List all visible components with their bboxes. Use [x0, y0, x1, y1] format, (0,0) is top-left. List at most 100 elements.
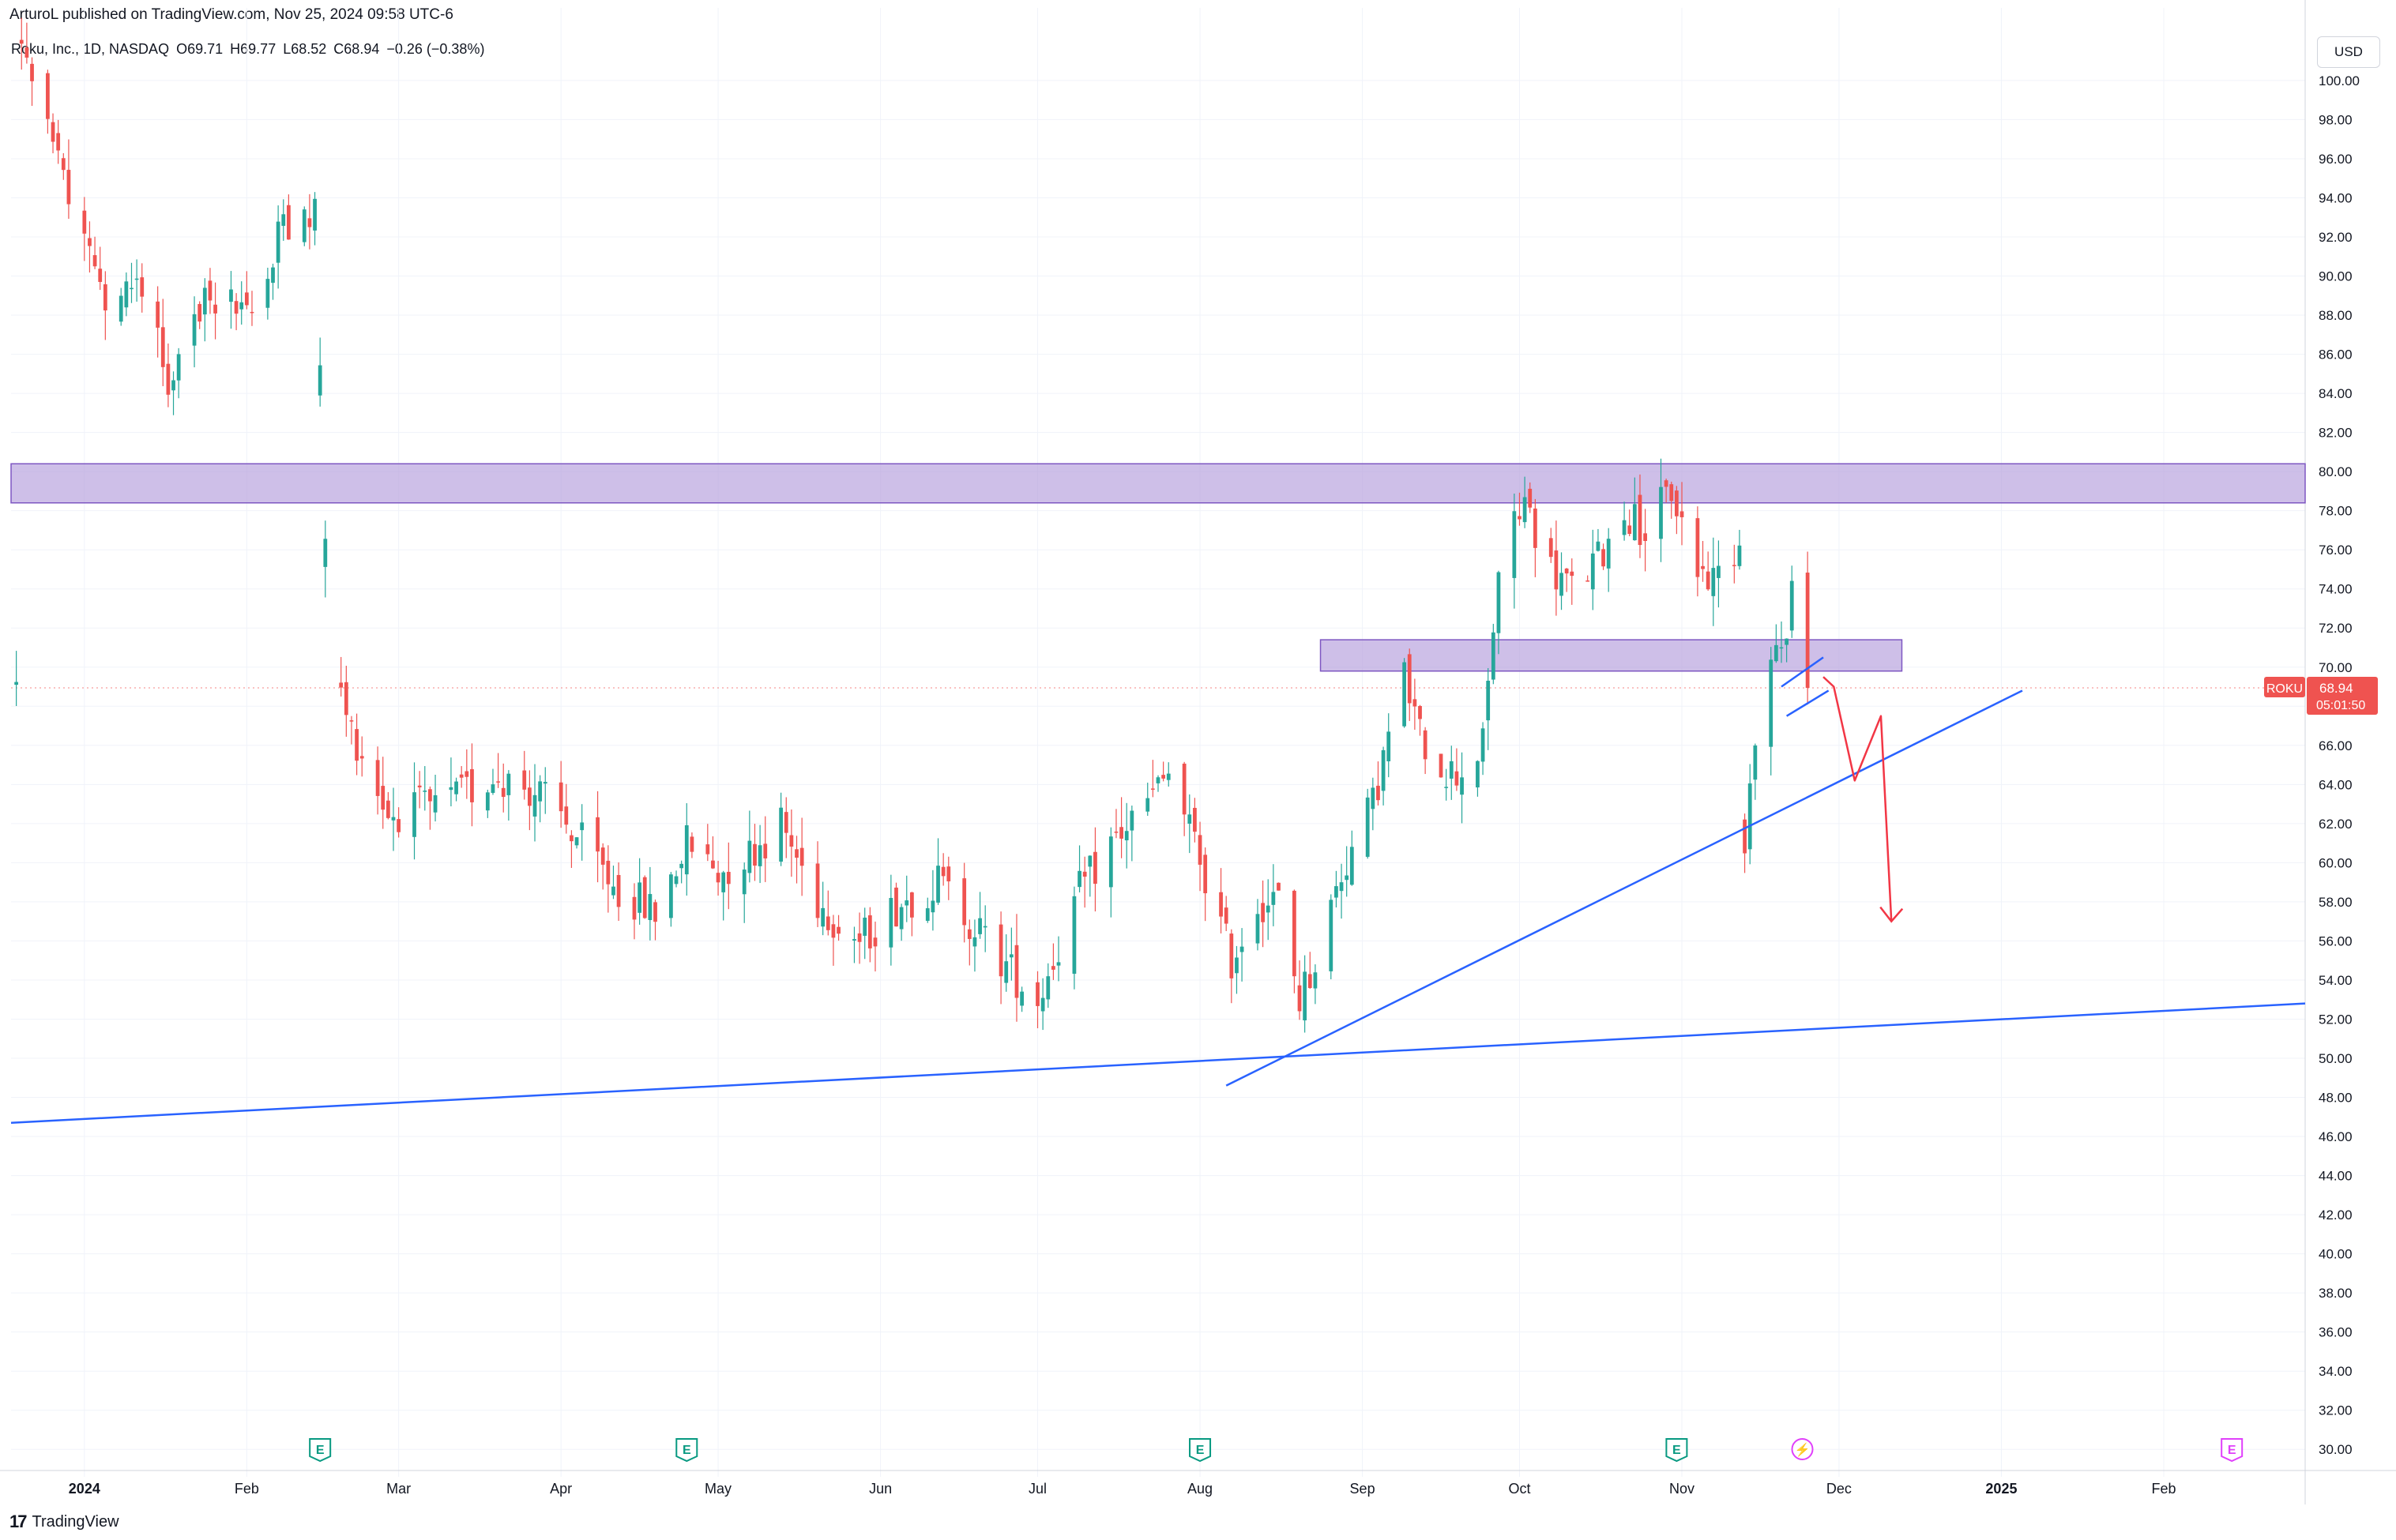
candle — [386, 792, 390, 820]
dividend-split-marker[interactable]: ⚡ — [1791, 1438, 1814, 1460]
candle — [307, 193, 312, 250]
candle — [1627, 509, 1632, 537]
price-tick-label: 86.00 — [2319, 347, 2353, 362]
candle-body — [1145, 798, 1150, 812]
earnings-marker[interactable]: E — [675, 1438, 698, 1463]
close-value: C68.94 — [333, 41, 380, 57]
candle-body — [1407, 654, 1412, 704]
candle-body — [616, 874, 621, 907]
candle — [140, 263, 145, 313]
time-tick-label: Nov — [1669, 1481, 1695, 1497]
candle — [789, 809, 794, 877]
candle-body — [972, 937, 977, 947]
earnings-icon — [309, 1438, 332, 1463]
candle-body — [574, 837, 579, 846]
candle-body — [1303, 971, 1307, 1021]
candle-body — [905, 900, 909, 906]
price-tick-label: 90.00 — [2319, 269, 2353, 284]
open-value: O69.71 — [176, 41, 224, 57]
price-tick-label: 72.00 — [2319, 621, 2353, 636]
candle — [726, 842, 731, 910]
candle — [1528, 482, 1533, 513]
candle — [1601, 543, 1605, 570]
candle-body — [56, 133, 61, 151]
price-tick-label: 38.00 — [2319, 1286, 2353, 1301]
candle — [92, 236, 97, 269]
candle-body — [852, 939, 856, 941]
candle-body — [946, 866, 951, 882]
candle-body — [1444, 787, 1449, 788]
candle-body — [355, 729, 359, 761]
candle-body — [742, 870, 747, 895]
candle-body — [1789, 580, 1794, 631]
candle — [506, 770, 511, 821]
candle — [559, 761, 563, 828]
candle-body — [638, 882, 642, 913]
price-tick-label: 42.00 — [2319, 1208, 2353, 1223]
candle-body — [1345, 875, 1349, 881]
candle — [359, 736, 364, 777]
candle-body — [747, 840, 752, 873]
candle-body — [580, 822, 585, 831]
candle-body — [381, 786, 386, 810]
candle-body — [1528, 488, 1533, 508]
candle-body — [1381, 749, 1386, 791]
flag-upper-line — [1781, 656, 1824, 688]
candle — [632, 883, 637, 940]
candle-body — [705, 844, 710, 855]
candle — [527, 770, 532, 831]
earnings-marker[interactable]: E — [1665, 1438, 1688, 1463]
candle-body — [103, 284, 107, 311]
time-tick-label: Dec — [1826, 1481, 1852, 1497]
candle — [417, 771, 422, 809]
candle — [244, 271, 249, 310]
candle — [1166, 762, 1171, 787]
candle-body — [1454, 771, 1459, 786]
candle-body — [1193, 807, 1197, 832]
future-earnings-marker[interactable]: E — [2221, 1438, 2244, 1463]
candle — [1622, 501, 1627, 541]
candle — [454, 777, 458, 802]
earnings-marker[interactable]: E — [309, 1438, 332, 1463]
candle — [103, 271, 107, 340]
candle — [1701, 541, 1705, 582]
candle-body — [931, 900, 935, 913]
candle-body — [1266, 905, 1270, 913]
price-tick-label: 92.00 — [2319, 230, 2353, 245]
candle-body — [894, 887, 898, 927]
candle — [1277, 882, 1281, 891]
symbol-line[interactable]: Roku, Inc., 1D, NASDAQ — [11, 41, 170, 57]
candle-body — [491, 784, 495, 793]
candle-body — [1518, 516, 1521, 520]
price-tick-label: 46.00 — [2319, 1129, 2353, 1144]
candle — [1454, 748, 1459, 791]
candle-body — [323, 539, 328, 567]
candle — [14, 651, 19, 706]
candle-body — [716, 873, 720, 883]
candle-body — [166, 363, 171, 395]
candle-body — [349, 720, 354, 722]
earnings-marker[interactable]: E — [1189, 1438, 1212, 1463]
candle — [925, 897, 930, 923]
candle — [202, 278, 207, 342]
candle-body — [1166, 773, 1171, 780]
candle — [1182, 761, 1187, 836]
candle — [281, 199, 286, 241]
candle-body — [758, 845, 762, 866]
candle-body — [465, 771, 469, 777]
candle-body — [1334, 886, 1338, 898]
event-marker-label: E — [2228, 1444, 2236, 1457]
candle-body — [1596, 541, 1600, 551]
candle — [747, 810, 752, 883]
candle — [1706, 551, 1710, 591]
candle — [863, 907, 867, 960]
candle-body — [281, 214, 286, 226]
candle — [1679, 482, 1684, 546]
currency-button[interactable]: USD — [2317, 36, 2380, 68]
tradingview-brand: TradingView — [32, 1512, 119, 1531]
candle — [433, 774, 438, 822]
time-tick-label: Jul — [1029, 1481, 1047, 1497]
candle — [638, 858, 642, 925]
